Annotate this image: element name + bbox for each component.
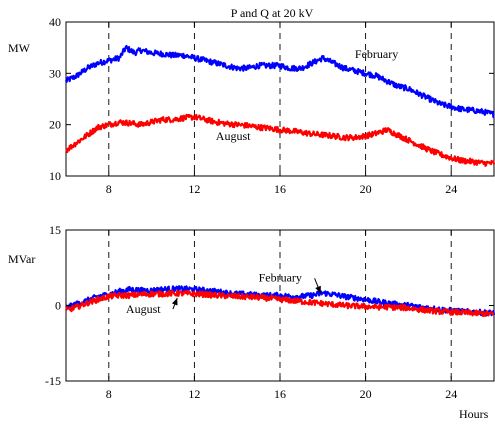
annotation-arrow-head [315,285,321,294]
y-tick-label: 0 [55,299,61,313]
x-tick-label: 12 [188,387,200,401]
y-tick-label: 30 [49,66,61,80]
x-tick-label: 24 [445,387,457,401]
x-tick-label: 20 [360,182,372,196]
series-annotation-august: August [126,302,161,316]
series-annotation-february: February [259,270,302,284]
y-tick-label: 15 [49,223,61,237]
series-line-august [65,113,495,167]
x-tick-label: 12 [188,182,200,196]
chart-title: P and Q at 20 kV [231,6,314,20]
y-tick-label: -15 [45,374,61,388]
series-annotation-august: August [216,129,251,143]
y-tick-label: 10 [49,169,61,183]
x-tick-label: 16 [274,182,286,196]
x-tick-label: 8 [106,387,112,401]
x-tick-label: 8 [106,182,112,196]
y-tick-label: 20 [49,118,61,132]
y-axis-label: MVar [8,252,35,266]
annotation-arrow-head [171,297,178,306]
y-tick-label: 40 [49,15,61,29]
y-axis-label: MW [8,41,31,55]
series-line-february [64,44,495,119]
x-axis-label: Hours [459,407,489,421]
x-tick-label: 16 [274,387,286,401]
x-tick-label: 20 [360,387,372,401]
series-line-august [64,289,495,318]
series-annotation-february: February [355,47,398,61]
x-tick-label: 24 [445,182,457,196]
